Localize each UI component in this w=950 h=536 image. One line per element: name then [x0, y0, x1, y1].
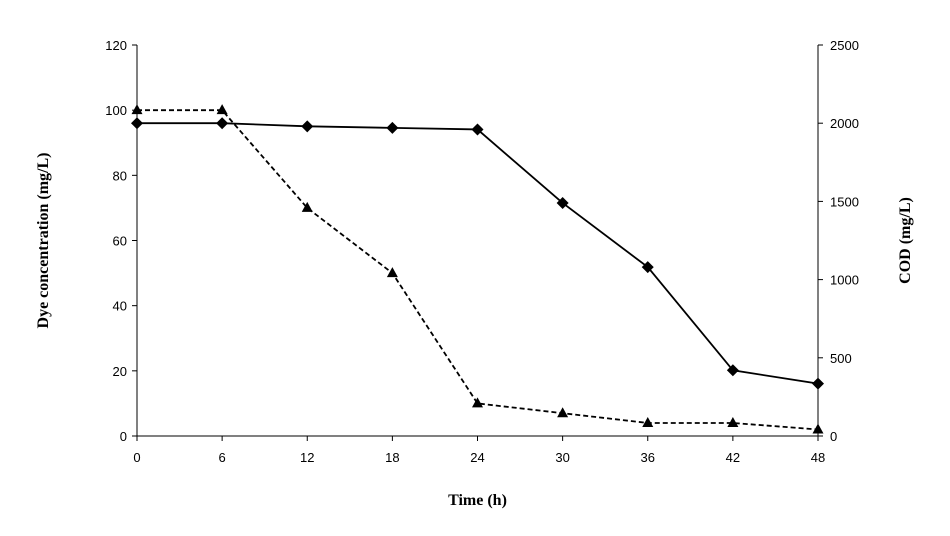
series-layer [131, 104, 824, 434]
diamond-marker [471, 123, 484, 136]
left-tick-label: 60 [113, 234, 127, 249]
right-tick-label: 2500 [830, 38, 859, 53]
x-tick-label: 6 [219, 450, 226, 465]
right-axis-ticks: 0 500 1000 1500 2000 2500 [818, 38, 859, 444]
x-tick-label: 24 [470, 450, 484, 465]
triangle-marker [472, 397, 483, 408]
triangle-marker [301, 201, 313, 212]
diamond-marker [386, 121, 399, 134]
x-tick-label: 0 [133, 450, 140, 465]
triangle-marker [642, 416, 654, 427]
diamond-marker [216, 117, 229, 130]
triangle-marker [727, 416, 739, 427]
x-tick-label: 42 [726, 450, 740, 465]
x-tick-label: 36 [641, 450, 655, 465]
right-tick-label: 1500 [830, 194, 859, 209]
left-axis-ticks: 0 20 40 60 80 100 120 [105, 38, 137, 444]
x-tick-label: 18 [385, 450, 399, 465]
left-tick-label: 100 [105, 103, 127, 118]
diamond-marker [812, 377, 824, 390]
left-tick-label: 120 [105, 38, 127, 53]
x-axis-title: Time (h) [448, 492, 507, 509]
right-tick-label: 0 [830, 429, 837, 444]
diamond-marker [641, 261, 654, 274]
triangle-marker [216, 104, 228, 115]
series-line [137, 122, 819, 385]
right-tick-label: 500 [830, 351, 852, 366]
diamond-marker [301, 120, 314, 133]
series-line [137, 109, 819, 431]
left-y-axis-title: Dye concentration (mg/L) [35, 153, 52, 329]
right-y-axis-title: COD (mg/L) [897, 197, 914, 284]
x-tick-label: 12 [300, 450, 314, 465]
triangle-marker [131, 104, 143, 115]
left-tick-label: 0 [120, 429, 127, 444]
triangle-marker [386, 267, 398, 278]
triangle-marker [557, 407, 569, 418]
x-tick-label: 48 [811, 450, 825, 465]
right-tick-label: 2000 [830, 116, 859, 131]
left-tick-label: 20 [113, 364, 127, 379]
right-tick-label: 1000 [830, 273, 859, 288]
x-tick-label: 30 [555, 450, 569, 465]
series-2-diamond [131, 117, 824, 390]
series-1-triangle [131, 104, 824, 434]
left-tick-label: 40 [113, 299, 127, 314]
left-tick-label: 80 [113, 168, 127, 183]
diamond-marker [131, 117, 143, 130]
diamond-marker [726, 364, 739, 377]
x-axis-ticks: 0 6 12 18 24 30 36 42 48 [133, 436, 825, 465]
triangle-marker [812, 423, 824, 434]
diamond-marker [556, 196, 569, 209]
